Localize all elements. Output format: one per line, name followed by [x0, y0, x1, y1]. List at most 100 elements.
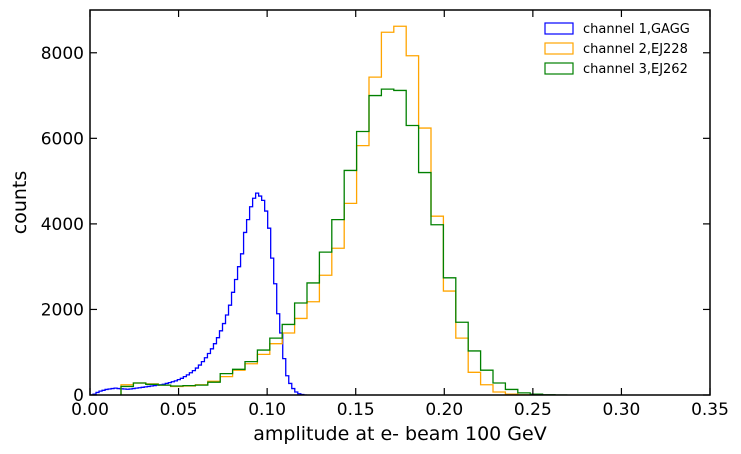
- axes: 0.00 0.05 0.10 0.15 0.20 0.25 0.30 0.35 0 2000 400…: [9, 9, 729, 445]
- histogram-bin: [141, 387, 144, 395]
- histogram-bin: [262, 200, 265, 395]
- x-tick-label: 0.30: [602, 400, 640, 420]
- y-tick-label: 2000: [41, 300, 84, 320]
- histogram-bin: [183, 386, 195, 395]
- series-2: [120, 25, 543, 395]
- histogram-bin: [192, 371, 195, 395]
- histogram-bin: [253, 198, 256, 395]
- histogram-bin: [431, 225, 443, 395]
- histogram-bin: [144, 387, 147, 395]
- histogram-bin: [394, 26, 406, 395]
- histogram-bin: [216, 338, 219, 395]
- histogram-bin: [220, 377, 232, 395]
- histogram-bin: [319, 275, 331, 395]
- histogram-bin: [174, 381, 177, 395]
- histogram-bin: [256, 193, 259, 395]
- histogram-bin: [381, 32, 393, 395]
- histogram-bin: [117, 389, 120, 395]
- histogram-bin: [257, 354, 269, 395]
- histogram-bin: [493, 383, 505, 395]
- histogram-bin: [210, 349, 213, 395]
- histogram-bin: [406, 126, 418, 396]
- legend-swatch: [544, 22, 574, 35]
- x-axis-title: amplitude at e- beam 100 GeV: [253, 423, 546, 445]
- histogram-bin: [208, 382, 220, 395]
- histogram-bin: [295, 303, 307, 395]
- histogram-bin: [468, 372, 480, 395]
- histogram-bin: [481, 385, 493, 395]
- x-tick-label: 0.25: [514, 400, 552, 420]
- histogram-bin: [171, 386, 183, 395]
- histogram-bin: [381, 89, 393, 395]
- histogram-bin: [357, 146, 369, 395]
- histogram-bin: [394, 90, 406, 395]
- series-3: [120, 88, 568, 396]
- legend: channel 1,GAGG channel 2,EJ228 channel 3,E…: [544, 22, 690, 77]
- histogram-bin: [282, 324, 294, 395]
- x-tick-label: 0.20: [425, 400, 463, 420]
- histogram-bin: [270, 338, 282, 395]
- histogram-bin: [158, 385, 170, 395]
- histogram-bin: [250, 207, 253, 395]
- histogram-bin: [158, 385, 170, 395]
- histogram-bin: [443, 278, 455, 395]
- histogram-bin: [235, 280, 238, 396]
- histogram-bin: [344, 203, 356, 395]
- y-tick-label: 6000: [41, 129, 84, 149]
- legend-swatch: [544, 62, 574, 75]
- histogram-bin: [456, 338, 468, 395]
- x-tick-label: 0.10: [248, 400, 286, 420]
- histogram-bin: [223, 324, 226, 395]
- histogram-bin: [233, 370, 245, 395]
- histogram-bin: [126, 389, 129, 395]
- histogram-bin: [259, 196, 262, 395]
- histogram-bin: [357, 131, 369, 395]
- histogram-bin: [295, 318, 307, 395]
- histogram-bin: [162, 384, 165, 395]
- histogram-bin: [147, 386, 150, 395]
- histogram-bin: [195, 385, 207, 395]
- histogram-bin: [219, 331, 222, 395]
- histogram-bin: [282, 333, 294, 395]
- series-step-line: [90, 192, 307, 395]
- x-tick-label: 0.15: [337, 400, 375, 420]
- histogram-bin: [332, 248, 344, 395]
- histogram-bin: [319, 252, 331, 395]
- histogram-bin: [226, 315, 229, 395]
- histogram-bin: [171, 386, 183, 395]
- histogram-bin: [332, 220, 344, 395]
- histogram-bin: [153, 386, 156, 395]
- plot-area: [90, 25, 568, 396]
- histogram-bin: [168, 383, 171, 395]
- histogram-bin: [456, 322, 468, 395]
- histogram-bin: [241, 254, 244, 395]
- x-tick-label: 0.00: [71, 400, 109, 420]
- histogram-bin: [245, 362, 257, 395]
- y-tick-label: 8000: [41, 44, 84, 64]
- histogram-bin: [232, 292, 235, 395]
- y-tick-label: 4000: [41, 215, 84, 235]
- plot-frame: [89, 9, 711, 396]
- histogram-bin: [229, 305, 232, 395]
- histogram-bin: [419, 128, 431, 395]
- histogram-bin: [233, 369, 245, 395]
- series-step-line: [120, 25, 543, 395]
- histogram-bin: [195, 368, 198, 395]
- x-tick-label: 0.05: [160, 400, 198, 420]
- histogram-bin: [481, 370, 493, 395]
- y-axis-title: counts: [9, 171, 31, 235]
- legend-label: channel 1,GAGG: [583, 22, 690, 37]
- histogram-bin: [369, 96, 381, 395]
- histogram-bin: [204, 358, 207, 395]
- histogram-bin: [123, 389, 126, 395]
- histogram-bin: [171, 382, 174, 395]
- histogram-bin: [189, 373, 192, 395]
- histogram-bin: [369, 77, 381, 395]
- histogram-bin: [247, 220, 250, 395]
- histogram-bin: [138, 388, 141, 395]
- histogram-bin: [307, 302, 319, 395]
- legend-swatch: [544, 42, 574, 55]
- histogram-bin: [257, 350, 269, 395]
- legend-label: channel 3,EJ262: [583, 62, 688, 77]
